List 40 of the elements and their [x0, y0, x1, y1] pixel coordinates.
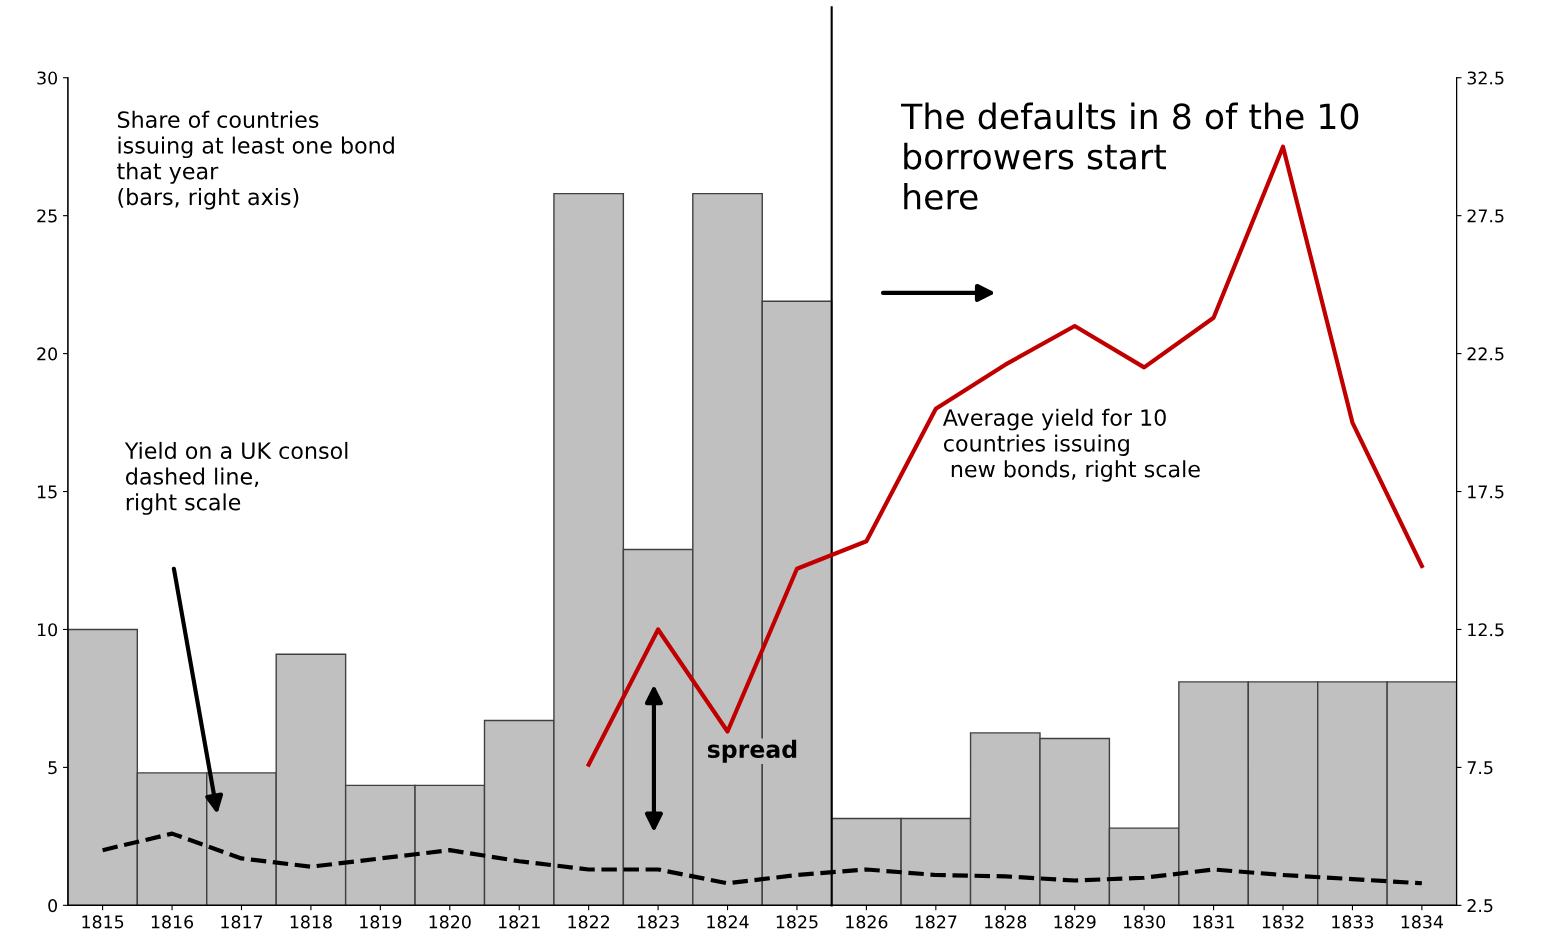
x-tick-label: 1816	[151, 915, 194, 929]
x-tick-label: 1818	[290, 915, 332, 929]
x-tick-label: 1821	[499, 915, 540, 929]
x-tick-label: 1827	[915, 915, 957, 929]
x-tick-label: 1826	[846, 915, 888, 929]
x-tick-label: 1832	[1262, 915, 1304, 929]
y2-tick-label: 12.5	[1468, 623, 1504, 637]
x-tick-label: 1819	[360, 915, 402, 929]
y-tick-label: 25	[37, 209, 57, 223]
x-tick-label: 1833	[1332, 915, 1374, 929]
x-tick-label: 1817	[221, 915, 263, 929]
annotation: Average yield for 10 countries issuing new bonds, right scale	[942, 408, 1200, 482]
annotation: Yield on a UK consol dashed line, right scale	[124, 441, 348, 515]
y-tick-label: 10	[37, 623, 58, 637]
y2-tick-label: 22.5	[1467, 347, 1504, 361]
x-tick-label: 1834	[1401, 915, 1443, 929]
x-tick-label: 1829	[1054, 915, 1096, 929]
y2-tick-label: 27.5	[1467, 209, 1504, 223]
x-tick-label: 1831	[1193, 915, 1235, 929]
x-tick-label: 1820	[429, 915, 471, 929]
annotation: spread	[707, 739, 797, 763]
y2-tick-label: 2.5	[1467, 899, 1493, 913]
x-tick-label: 1825	[776, 915, 818, 929]
x-tick-label: 1830	[1123, 915, 1166, 929]
x-tick-label: 1815	[82, 915, 124, 929]
annotation: The defaults in 8 of the 10 borrowers start here	[901, 102, 1359, 210]
line-series	[586, 144, 1424, 767]
y-tick-label: 20	[37, 347, 58, 361]
x-tick-label: 1822	[568, 915, 610, 929]
y-tick-label: 0	[48, 899, 58, 913]
y-tick-label: 5	[48, 761, 57, 775]
annotation: Share of countries issuing at least one bond that year (bars, right axis)	[117, 110, 394, 210]
y2-tick-label: 32.5	[1467, 71, 1504, 85]
y-tick-label: 15	[37, 485, 57, 499]
y2-tick-label: 17.5	[1468, 485, 1504, 499]
y2-tick-label: 7.5	[1467, 761, 1493, 775]
y-tick-label: 30	[37, 71, 58, 85]
x-tick-label: 1823	[637, 915, 679, 929]
x-tick-label: 1828	[985, 915, 1027, 929]
x-tick-label: 1824	[707, 915, 749, 929]
